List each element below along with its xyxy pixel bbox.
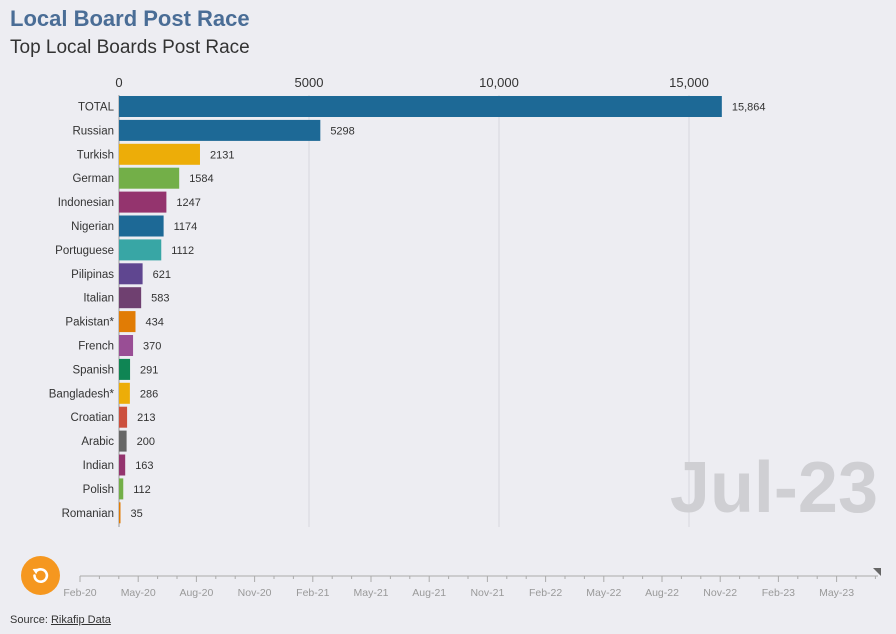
gridlines — [118, 95, 690, 527]
bar — [119, 478, 124, 500]
value-label: 434 — [145, 317, 163, 329]
replay-button[interactable] — [21, 556, 60, 595]
category-label: Spanish — [72, 364, 114, 376]
bar — [119, 239, 162, 261]
bar — [119, 167, 180, 189]
timeline-label: Feb-23 — [762, 587, 795, 599]
category-label: Indonesian — [58, 197, 114, 209]
x-axis-ticks: 0 5000 10,000 15,000 — [115, 75, 709, 90]
source-link[interactable]: Rikafip Data — [50, 614, 111, 626]
category-label: German — [72, 173, 114, 185]
value-label: 286 — [140, 388, 158, 400]
x-tick-label: 5000 — [295, 75, 324, 90]
chart-title: Local Board Post Race — [10, 6, 250, 31]
category-label: Pilipinas — [71, 269, 114, 281]
category-label: Romanian — [62, 508, 114, 520]
timeline-label: Feb-22 — [529, 587, 562, 599]
category-label: Nigerian — [71, 221, 114, 233]
bar — [119, 119, 321, 141]
x-tick-label: 0 — [115, 75, 122, 90]
timeline-axis[interactable]: Feb-20 May-20 Aug-20 Nov-20 Feb-21 May-21 Aug-… — [63, 568, 881, 599]
timeline-label: Aug-20 — [179, 587, 213, 599]
timeline-label: Feb-20 — [63, 587, 96, 599]
timeline-label: Aug-21 — [412, 587, 446, 599]
value-label: 621 — [153, 269, 171, 281]
category-label: Turkish — [77, 149, 114, 161]
bars: TOTAL 15,864 Russian 5298 Turkish 2131 German 1… — [49, 96, 766, 524]
timeline-label: May-21 — [353, 587, 388, 599]
value-label: 291 — [140, 364, 158, 376]
bar — [119, 191, 167, 213]
value-label: 15,864 — [732, 102, 766, 114]
source-prefix: Source: — [10, 614, 51, 626]
replay-icon — [32, 568, 49, 584]
category-label: Polish — [83, 484, 114, 496]
bar — [119, 382, 130, 404]
timeline-label: Nov-21 — [470, 587, 504, 599]
category-label: Pakistan* — [65, 317, 114, 329]
value-label: 1247 — [176, 197, 200, 209]
timeline-label: Nov-22 — [703, 587, 737, 599]
bar — [119, 430, 127, 452]
category-label: French — [78, 341, 114, 353]
x-tick-label: 10,000 — [479, 75, 519, 90]
category-label: Russian — [72, 125, 114, 137]
bar — [119, 143, 200, 165]
category-label: Arabic — [81, 436, 114, 448]
value-label: 1112 — [171, 245, 194, 257]
current-period-label: Jul-23 — [670, 448, 878, 528]
value-label: 35 — [131, 508, 143, 520]
timeline-label: Aug-22 — [645, 587, 679, 599]
value-label: 1174 — [174, 221, 198, 233]
category-label: Italian — [83, 293, 114, 305]
value-label: 5298 — [330, 125, 354, 137]
value-label: 370 — [143, 341, 161, 353]
category-label: Croatian — [71, 412, 114, 424]
value-label: 163 — [135, 460, 153, 472]
bar — [119, 287, 142, 309]
bar — [119, 263, 143, 285]
category-label: Indian — [83, 460, 114, 472]
value-label: 1584 — [189, 173, 213, 185]
bar — [119, 215, 164, 237]
bar — [119, 502, 121, 524]
chart-subtitle: Top Local Boards Post Race — [10, 37, 250, 58]
timeline-label: Nov-20 — [238, 587, 272, 599]
category-label: Portuguese — [55, 245, 114, 257]
value-label: 583 — [151, 293, 169, 305]
timeline-label: May-23 — [819, 587, 854, 599]
source-note: Source: Rikafip Data — [10, 614, 111, 626]
x-tick-label: 15,000 — [669, 75, 709, 90]
timeline-label: May-22 — [586, 587, 621, 599]
bar — [119, 311, 136, 333]
timeline-label: Feb-21 — [296, 587, 329, 599]
bar — [119, 96, 722, 117]
timeline-position-marker[interactable] — [873, 568, 881, 576]
value-label: 213 — [137, 412, 155, 424]
value-label: 200 — [137, 436, 155, 448]
category-label: Bangladesh* — [49, 388, 115, 400]
value-label: 2131 — [210, 149, 234, 161]
value-label: 112 — [133, 484, 151, 496]
bar — [119, 454, 126, 476]
bar — [119, 406, 128, 428]
category-label: TOTAL — [78, 102, 115, 114]
timeline-label: May-20 — [121, 587, 156, 599]
bar — [119, 335, 134, 356]
bar — [119, 358, 131, 380]
